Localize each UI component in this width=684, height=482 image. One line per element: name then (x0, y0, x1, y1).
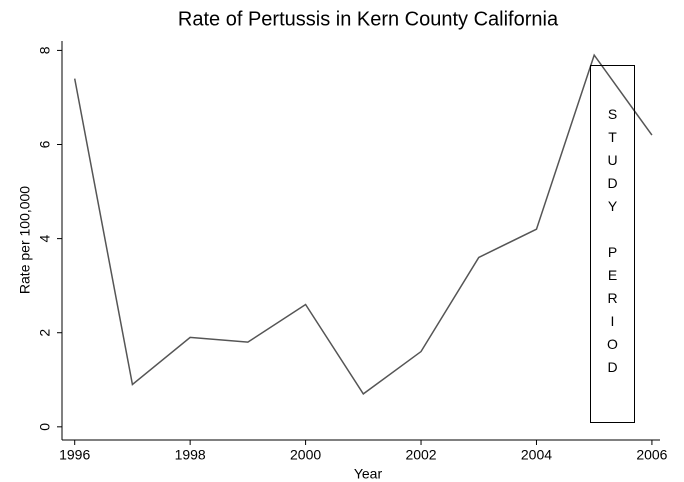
line-series (73, 53, 653, 395)
y-axis-label: Rate per 100,000 (17, 186, 33, 294)
chart-title: Rate of Pertussis in Kern County Califor… (178, 8, 559, 30)
y-tick-label: 2 (37, 329, 53, 337)
x-tick-label: 2002 (405, 447, 436, 463)
y-tick-label: 6 (37, 140, 53, 148)
x-tick-label: 2006 (636, 447, 667, 463)
annotation: STUDY PERIOD (604, 106, 621, 382)
y-tick-label: 8 (37, 46, 53, 54)
x-tick-label: 2004 (521, 447, 552, 463)
x-axis-label: Year (354, 466, 383, 482)
x-tick-label: 2000 (290, 447, 321, 463)
study-period-box: STUDY PERIOD (590, 65, 635, 423)
x-tick-label: 1998 (175, 447, 206, 463)
y-tick-label: 4 (37, 235, 53, 243)
y-tick-label: 0 (37, 423, 53, 431)
x-tick-label: 1996 (59, 447, 90, 463)
